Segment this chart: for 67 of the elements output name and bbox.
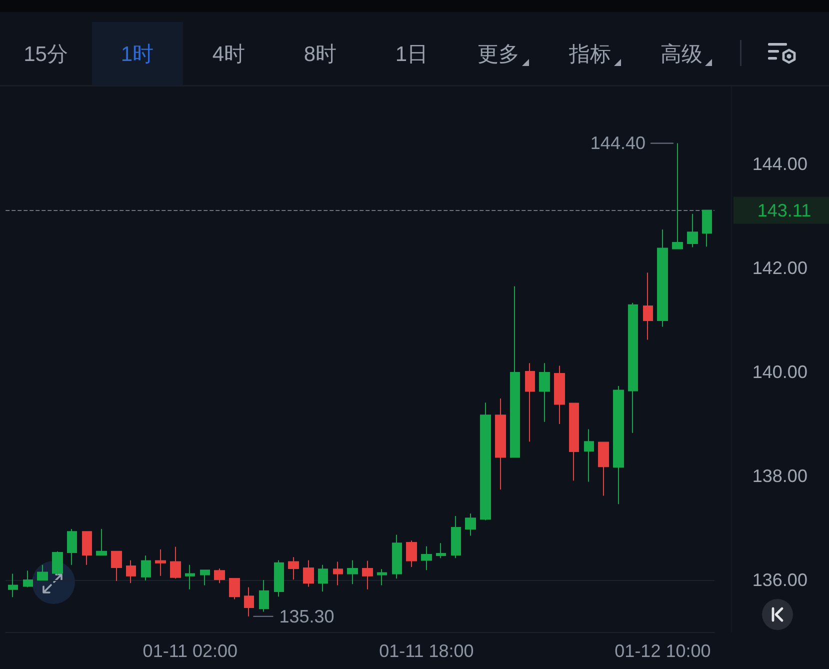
y-tick-label: 144.00 (752, 154, 808, 174)
candlestick (584, 428, 594, 482)
x-tick-label: 01-11 18:00 (379, 641, 474, 661)
candlestick (480, 402, 491, 521)
candlestick (510, 286, 520, 458)
candlestick (406, 540, 417, 568)
x-tick-label: 01-12 10:00 (614, 641, 711, 661)
candlestick (465, 512, 476, 536)
candlestick (214, 568, 225, 584)
text: 更多 (477, 42, 520, 68)
candlestick (96, 528, 107, 556)
candlestick (672, 142, 683, 250)
candlestick (82, 530, 92, 566)
candlestick (229, 578, 240, 600)
candlestick (569, 402, 579, 482)
y-tick-label: 136.00 (752, 570, 808, 590)
candlestick (333, 561, 343, 586)
candlestick (111, 550, 122, 582)
ref-line-label: 143.11 (757, 200, 812, 220)
candlestick (185, 564, 195, 590)
candlestick (451, 516, 461, 559)
candlestick (525, 362, 535, 442)
candlestick (244, 586, 254, 617)
annotation: 144.40 (590, 133, 646, 154)
candlestick (539, 362, 550, 422)
candlestick (687, 213, 698, 248)
candlestick (274, 560, 284, 598)
text: 15分 (24, 42, 68, 68)
candlestick (598, 442, 609, 496)
candlestick (67, 528, 77, 566)
text: 1时 (120, 42, 154, 68)
candlestick (421, 546, 432, 571)
x-tick-label: 01-11 02:00 (142, 641, 238, 661)
y-tick-label: 142.00 (752, 258, 808, 278)
candlestick (628, 302, 638, 434)
candlestick (436, 542, 446, 559)
candlestick (141, 555, 151, 582)
candlestick (200, 570, 210, 586)
candlestick (126, 560, 136, 584)
y-tick-label: 140.00 (752, 362, 808, 382)
candlestick (52, 550, 63, 576)
candlestick (170, 546, 181, 579)
candlestick (657, 229, 668, 328)
candlestick (392, 534, 402, 579)
candlestick (318, 564, 328, 592)
candlestick (288, 556, 299, 580)
candlestick (377, 568, 387, 586)
candlestick (347, 560, 358, 585)
y-tick-label: 138.00 (752, 466, 808, 486)
candlestick (155, 548, 166, 576)
text: 1日 (395, 42, 428, 68)
candlestick (495, 398, 506, 490)
candlestick (362, 560, 373, 590)
text: 指标 (568, 42, 611, 68)
annotation: 135.30 (279, 606, 334, 626)
text: 高级 (660, 42, 702, 68)
candlestick (554, 365, 565, 424)
candlestick (37, 564, 48, 582)
candlestick (8, 573, 18, 598)
candlestick (259, 580, 269, 612)
candlestick (643, 272, 653, 340)
candlestick (702, 210, 712, 248)
candlestick (23, 570, 33, 588)
candlestick (303, 560, 314, 588)
text: 8时 (304, 42, 337, 68)
text: 4时 (212, 42, 246, 68)
candlestick (613, 386, 624, 505)
